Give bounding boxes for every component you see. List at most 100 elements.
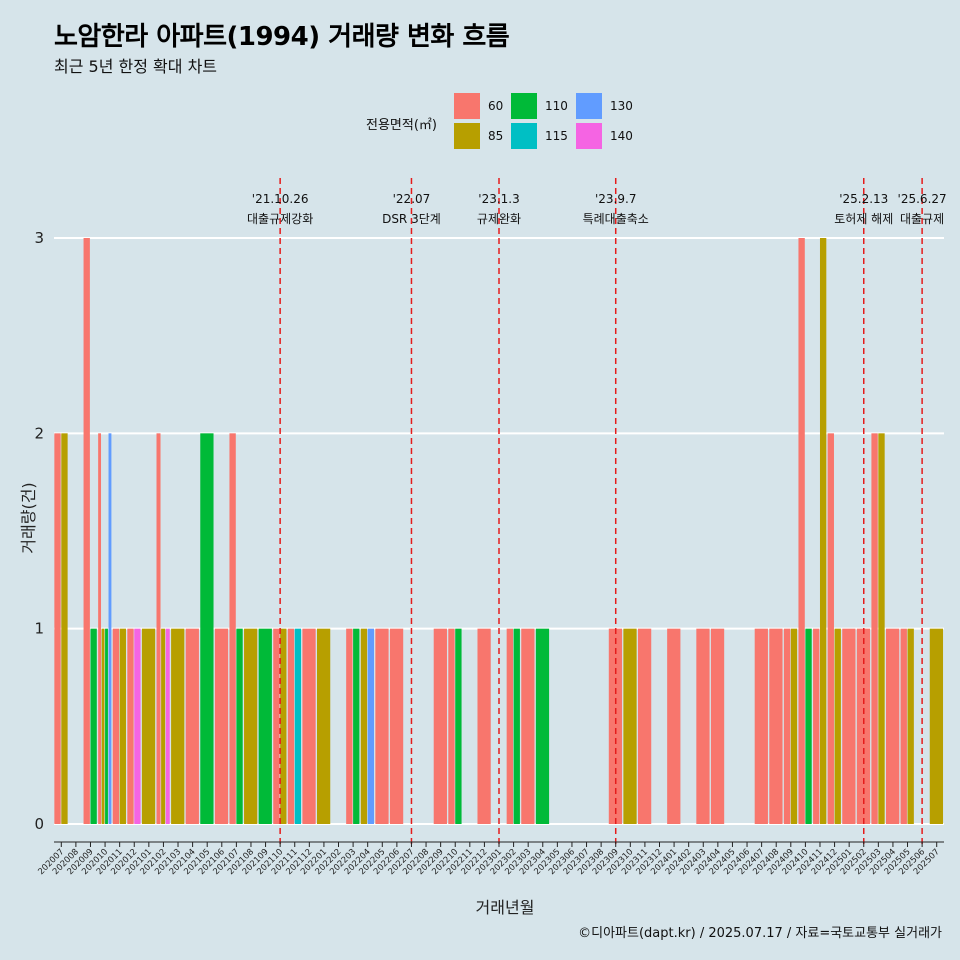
bar-202409-60 [783,628,791,824]
bar-202112-60 [302,628,316,824]
bar-202104-60 [185,628,199,824]
bar-202411-60 [813,628,820,824]
bar-202009-60 [83,238,90,824]
event-date-202207: '22.07 [393,192,431,206]
bar-202010-130 [108,433,112,824]
bar-202408-60 [769,628,783,824]
event-label-202502: 토허제 해제 [834,212,893,226]
legend-item-140: 140 [576,122,648,150]
bar-202303-60 [521,628,535,824]
bar-202309-60 [608,628,623,824]
bar-202401-60 [667,628,681,824]
bar-202009-110 [90,628,97,824]
bar-202302-60 [506,628,513,824]
bar-202111-60 [287,628,295,824]
bar-202412-60 [827,433,834,824]
bar-202012-140 [134,628,141,824]
chart-caption: ©디아파트(dapt.kr) / 2025.07.17 / 자료=국토교통부 실… [578,926,942,941]
bar-202504-60 [886,628,900,824]
event-date-202309: '23.9.7 [595,192,636,206]
bar-202310-85 [623,628,637,824]
bar-202503-85 [878,433,885,824]
bar-202209-60 [433,628,447,824]
event-label-202110: 대출규제강화 [247,212,313,226]
event-date-202110: '21.10.26 [252,192,309,206]
bar-202101-85 [141,628,156,824]
bar-202106-60 [214,628,229,824]
bar-202010-85 [101,628,105,824]
legend-item-130: 130 [576,92,648,120]
bar-202409-85 [790,628,798,824]
bar-202108-85 [244,628,258,824]
chart-subtitle: 최근 5년 한정 확대 차트 [54,57,218,76]
x-axis-title: 거래년월 [476,898,535,917]
legend-label-60: 60 [488,99,504,113]
bar-202110-85 [280,628,287,824]
bar-202311-60 [637,628,652,824]
bar-202204-85 [360,628,368,824]
bar-202011-85 [119,628,126,824]
legend-label-130: 130 [610,99,633,113]
event-label-202207: DSR 3단계 [382,212,441,226]
bar-202010-110 [105,628,108,824]
bar-202102-140 [165,628,170,824]
y-tick-label: 2 [34,424,44,442]
bar-202102-60 [156,433,161,824]
legend-label-110: 110 [545,99,568,113]
legend-label-85: 85 [488,129,504,143]
legend-item-115: 115 [511,122,583,150]
bar-202210-110 [455,628,462,824]
legend-item-110: 110 [511,92,583,120]
bar-202102-85 [161,628,166,824]
legend-swatch-85 [454,123,480,149]
bar-202410-60 [798,238,805,824]
bar-202110-60 [273,628,280,824]
event-date-202502: '25.2.13 [839,192,888,206]
bar-202412-85 [834,628,841,824]
bar-202507-85 [929,628,944,824]
bar-202109-110 [258,628,272,824]
bar-202107-60 [229,433,236,824]
bar-202403-60 [696,628,710,824]
y-tick-label: 0 [34,815,44,833]
legend-title: 전용면적(㎡) [366,118,437,133]
legend-label-140: 140 [610,129,633,143]
legend-label-115: 115 [545,129,568,143]
bar-202105-110 [200,433,214,824]
chart-title: 노암한라 아파트(1994) 거래량 변화 흐름 [54,22,510,52]
bar-202103-85 [171,628,185,824]
bar-202203-60 [346,628,353,824]
legend-swatch-115 [511,123,537,149]
bar-202502-60 [856,628,871,824]
bar-202505-60 [900,628,907,824]
bar-202404-60 [710,628,725,824]
legend-swatch-140 [576,123,602,149]
bar-202203-110 [353,628,360,824]
y-tick-label: 3 [34,229,44,247]
bar-202205-60 [375,628,389,824]
bar-202007-60 [54,433,61,824]
bar-202011-60 [112,628,120,824]
bar-202201-85 [316,628,331,824]
y-axis-title: 거래량(건) [19,482,38,553]
bar-202204-130 [367,628,375,824]
legend-swatch-130 [576,93,602,119]
bar-202411-85 [819,238,827,824]
bar-202407-60 [754,628,768,824]
bar-202302-110 [513,628,520,824]
bar-202206-60 [389,628,404,824]
bar-202012-60 [127,628,134,824]
y-tick-label: 1 [34,620,44,638]
event-label-202309: 특례대출축소 [583,212,649,226]
event-date-202301: '23.1.3 [478,192,519,206]
bar-202505-85 [907,628,914,824]
event-date-202506: '25.6.27 [898,192,947,206]
bar-202410-110 [805,628,812,824]
bar-202501-60 [842,628,856,824]
legend-item-60: 60 [454,92,526,120]
bar-202007-85 [61,433,68,824]
bar-202210-60 [448,628,455,824]
bar-202107-110 [236,628,243,824]
bar-202010-60 [98,433,102,824]
